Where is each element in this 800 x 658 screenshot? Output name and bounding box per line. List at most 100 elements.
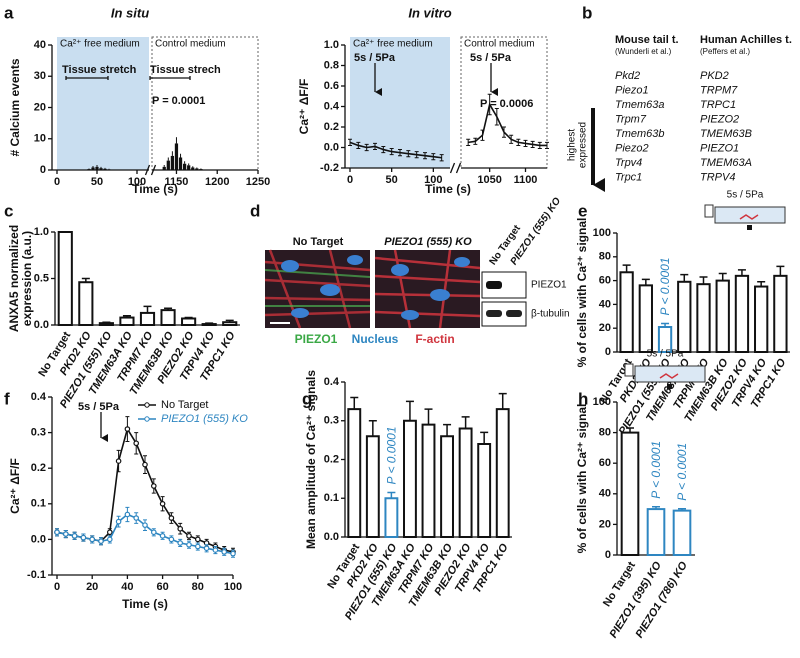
y-tick-label: 100 [593,396,611,408]
annotation: Tissue stretch [62,64,137,76]
arrow-label: expressed [578,122,589,168]
error-bar [405,400,414,421]
x-axis-label: Time (s) [132,182,178,196]
legend-label: No Target [161,399,209,411]
gene: Trpv4 [615,157,642,169]
panel-label: e [578,201,587,220]
stain-label: Nucleus [352,332,399,346]
point [186,541,192,548]
band-label: β-tubulin [531,309,570,320]
bar [170,155,175,170]
inset-chamber [634,365,706,383]
inset-objective [667,384,672,389]
point [230,550,236,557]
error-bar [102,321,111,324]
bar [347,408,362,538]
error-bar [414,151,419,159]
bar [754,285,769,353]
y-tick-label: 0.4 [31,391,47,403]
bar [672,509,692,557]
point [168,515,175,521]
error-bar [473,137,478,145]
bar [57,231,73,326]
point [159,500,166,507]
y-tick-label: 0.0 [324,141,339,153]
y-tick-label: 40 [599,298,611,310]
error-bar [368,420,377,437]
point [124,511,131,518]
inset-label: 5s / 5Pa [647,349,684,360]
error-bar [776,265,785,276]
inset-syringe [704,204,714,218]
point [177,525,184,532]
annotation: 5s / 5Pa [354,52,396,64]
point [133,515,140,521]
point [107,529,113,536]
annotation: Tissue strech [150,64,221,76]
x-tick-label: 100 [128,176,146,188]
error-bar [350,396,359,410]
error-bar [225,319,234,323]
error-bar [122,314,131,318]
bar [646,508,666,557]
y-tick-label: 60 [599,457,611,469]
error-bar [622,264,631,273]
bar [139,311,156,327]
gene: TRPM7 [700,84,738,96]
bar [162,166,166,170]
micrograph-label: No Target [293,236,344,248]
axis-break [449,162,462,174]
point [195,536,201,543]
bar [78,281,94,326]
panel-label: h [578,389,588,408]
point [151,529,157,536]
bar [715,279,730,354]
error-bar [678,508,686,511]
y-tick-label: 0.4 [324,100,340,112]
error-bar [423,152,427,160]
panel-label: g [302,389,312,408]
x-axis-label: Time (s) [122,597,168,611]
x-tick-label: 0 [54,581,60,593]
error-bar [718,272,727,281]
error-bar [431,153,436,161]
error-bar [480,129,485,141]
y-tick-label: 20 [599,322,611,334]
y-tick-label: 0.5 [34,272,49,284]
gene: Piezo2 [615,142,649,154]
x-tick-label: 1050 [477,174,501,186]
error-bar [545,141,549,150]
error-bar [406,150,411,158]
error-bar [184,316,193,319]
point [124,426,131,432]
gene: TRPC1 [700,99,736,111]
bar [182,163,187,170]
y-tick-label: 0.4 [324,376,340,388]
point [186,533,192,539]
inset-objective [747,225,752,230]
point [98,538,104,544]
error-bar [661,322,670,328]
annotation: 5s / 5Pa [470,52,512,64]
axis-break [144,164,157,176]
bar [91,167,95,170]
gene: TRPV4 [700,171,735,183]
x-axis-label: Time (s) [425,182,471,196]
y-tick-label: 0.2 [324,121,339,133]
gene: TMEM63B [700,128,752,140]
y-axis-label: % of cells with Ca²⁺ signal [575,218,589,368]
error-bar [494,108,499,126]
y-tick-label: 60 [599,275,611,287]
y-axis-label: Ca²⁺ ΔF/F [297,79,311,135]
y-axis-label: % of cells with Ca²⁺ signal [575,404,589,554]
bar [195,168,199,170]
gene-table: b highest expressed Mouse tail t.(Wunder… [567,3,792,192]
panel-label: c [4,201,13,220]
point [195,543,201,550]
p-value: P < 0.0001 [385,427,399,485]
error-bar [537,141,542,150]
stain-label: F-actin [415,332,454,346]
bar [677,280,692,354]
error-bar [81,277,90,283]
